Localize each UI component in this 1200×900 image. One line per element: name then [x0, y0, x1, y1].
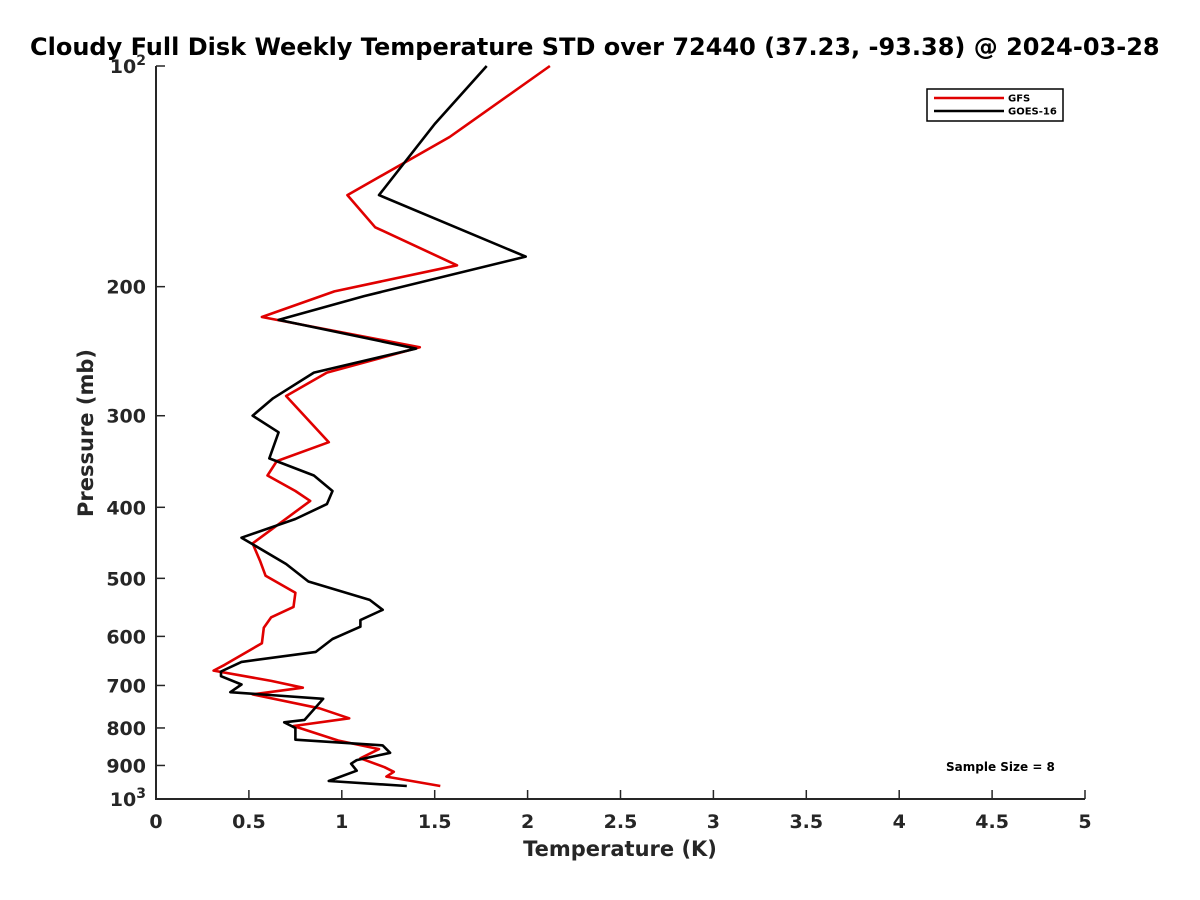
y-axis: 102 200 300 400 500 600 700 800 900 103	[106, 53, 165, 811]
y-tick-label: 900	[106, 755, 146, 777]
x-axis-label: Temperature (K)	[523, 837, 717, 861]
y-tick-label: 800	[106, 718, 146, 740]
y-tick-label: 500	[106, 568, 146, 590]
x-tick-label: 0	[149, 811, 162, 833]
legend: GFS GOES-16	[926, 88, 1064, 122]
series-layer	[212, 64, 551, 788]
y-tick-label: 700	[106, 675, 146, 697]
series-line-goes-16	[219, 65, 528, 788]
legend-box	[926, 88, 1064, 122]
chart-title: Cloudy Full Disk Weekly Temperature STD …	[30, 33, 1160, 61]
y-tick-label: 400	[106, 497, 146, 519]
series-line-gfs	[212, 64, 551, 788]
legend-label-gfs: GFS	[1008, 94, 1030, 105]
legend-label-goes16: GOES-16	[1008, 107, 1057, 118]
x-tick-label: 3.5	[789, 811, 823, 833]
x-tick-label: 1.5	[418, 811, 452, 833]
y-tick-label: 102	[110, 53, 146, 78]
x-tick-label: 2	[521, 811, 534, 833]
x-tick-label: 2.5	[604, 811, 638, 833]
y-axis-label: Pressure (mb)	[74, 349, 98, 517]
x-tick-label: 4	[893, 811, 906, 833]
x-tick-label: 4.5	[975, 811, 1009, 833]
sample-size-annotation: Sample Size = 8	[946, 760, 1055, 774]
x-tick-label: 3	[707, 811, 720, 833]
x-axis: 0 0.5 1 1.5 2 2.5 3 3.5 4 4.5 5	[149, 790, 1092, 833]
x-tick-label: 0.5	[232, 811, 266, 833]
y-tick-label: 300	[106, 406, 146, 428]
y-tick-label: 600	[106, 626, 146, 648]
y-tick-label: 103	[110, 786, 146, 811]
x-tick-label: 1	[335, 811, 348, 833]
x-tick-label: 5	[1078, 811, 1091, 833]
y-tick-label: 200	[106, 277, 146, 299]
